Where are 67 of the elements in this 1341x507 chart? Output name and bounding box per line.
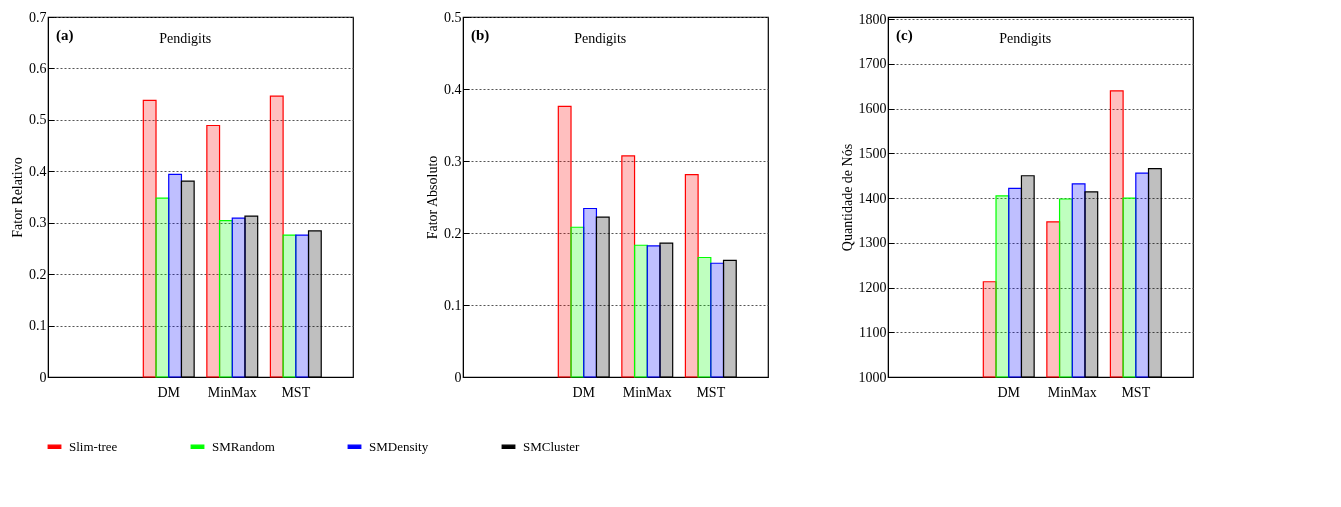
y-tick-label: 0.5 bbox=[444, 9, 462, 25]
y-tick-label: 0.3 bbox=[444, 153, 462, 169]
y-tick-label: 1200 bbox=[858, 280, 887, 296]
bar bbox=[180, 180, 195, 378]
bar bbox=[722, 259, 737, 378]
y-tick-label: 0 bbox=[454, 369, 462, 385]
y-axis-title: Fator Relativo bbox=[10, 157, 25, 238]
bar bbox=[697, 256, 712, 378]
annotation: (b) bbox=[471, 27, 490, 44]
y-tick-label: 0 bbox=[39, 369, 47, 385]
x-tick-label: MST bbox=[1121, 384, 1151, 400]
bar bbox=[633, 244, 648, 378]
bar bbox=[282, 234, 297, 378]
y-tick-label: 1400 bbox=[858, 190, 887, 206]
y-tick-label: 1700 bbox=[858, 56, 887, 72]
y-tick-label: 0.4 bbox=[444, 81, 462, 97]
bar bbox=[583, 207, 598, 378]
y-tick-label: 0.3 bbox=[29, 215, 47, 231]
y-tick-label: 0.2 bbox=[444, 225, 462, 241]
x-tick-label: DM bbox=[157, 384, 181, 400]
x-tick-label: MinMax bbox=[207, 384, 257, 400]
y-tick-label: 1300 bbox=[858, 235, 887, 251]
x-tick-label: DM bbox=[997, 384, 1021, 400]
bar bbox=[684, 174, 699, 378]
y-tick-label: 1500 bbox=[858, 145, 887, 161]
legend-label: SMDensity bbox=[369, 438, 429, 454]
x-tick-label: MinMax bbox=[622, 384, 672, 400]
x-tick-label: MinMax bbox=[1047, 384, 1097, 400]
legend-label: Slim-tree bbox=[69, 438, 118, 454]
y-tick-label: 1000 bbox=[858, 369, 887, 385]
bar bbox=[269, 95, 284, 378]
x-tick-label: MST bbox=[696, 384, 726, 400]
y-tick-label: 0.2 bbox=[29, 266, 47, 282]
y-axis-title: Fator Absoluto bbox=[425, 155, 440, 240]
y-tick-label: 1800 bbox=[858, 11, 887, 27]
y-axis-title: Quantidade de Nós bbox=[839, 143, 855, 252]
bar bbox=[168, 173, 183, 378]
y-tick-label: 0.5 bbox=[29, 112, 47, 128]
y-tick-label: 0.1 bbox=[29, 318, 47, 334]
bar bbox=[307, 230, 322, 378]
bar bbox=[295, 234, 310, 378]
annotation: Pendigits bbox=[574, 31, 627, 46]
bar bbox=[595, 216, 610, 378]
x-tick-label: DM bbox=[572, 384, 596, 400]
annotation: (c) bbox=[896, 27, 913, 44]
bar bbox=[218, 220, 233, 378]
bar bbox=[570, 226, 585, 378]
y-tick-label: 0.1 bbox=[444, 297, 462, 313]
bar bbox=[155, 197, 170, 378]
bar bbox=[621, 155, 636, 378]
y-tick-label: 1600 bbox=[858, 101, 887, 117]
bar bbox=[206, 124, 221, 378]
annotation: Pendigits bbox=[999, 31, 1052, 46]
bar bbox=[659, 242, 674, 378]
bar bbox=[710, 262, 725, 378]
y-tick-label: 0.7 bbox=[29, 9, 47, 25]
y-tick-label: 0.6 bbox=[29, 60, 47, 76]
y-tick-label: 1100 bbox=[859, 324, 887, 340]
bar bbox=[557, 105, 572, 378]
x-tick-label: MST bbox=[281, 384, 311, 400]
legend-label: SMRandom bbox=[212, 438, 275, 454]
legend-label: SMCluster bbox=[523, 438, 581, 454]
y-tick-label: 0.4 bbox=[29, 163, 47, 179]
annotation: Pendigits bbox=[159, 31, 212, 46]
annotation: (a) bbox=[56, 27, 74, 44]
bar bbox=[244, 215, 259, 378]
bar bbox=[142, 99, 157, 378]
